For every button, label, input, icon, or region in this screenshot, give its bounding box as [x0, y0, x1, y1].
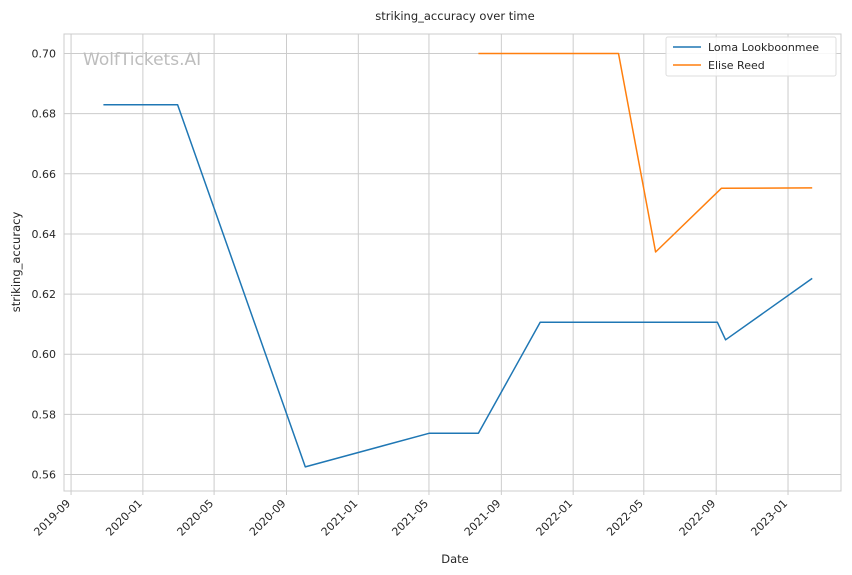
- y-tick-label: 0.60: [32, 348, 57, 361]
- x-tick-label: 2022-05: [604, 497, 646, 539]
- legend: Loma Lookboonmee Elise Reed: [665, 36, 837, 77]
- legend-box: [665, 36, 837, 77]
- legend-label: Elise Reed: [708, 59, 765, 72]
- y-tick-label: 0.66: [32, 168, 57, 181]
- y-tick-label: 0.56: [32, 468, 57, 481]
- x-tick-label: 2021-09: [462, 497, 504, 539]
- series-line-1: [103, 103, 813, 468]
- x-axis: 2019-09 2020-01 2020-05 2020-09 2021-01 2021-…: [31, 491, 790, 539]
- y-tick-label: 0.62: [32, 288, 57, 301]
- y-axis: 0.56 0.58 0.60 0.62 0.64 0.66 0.68 0.70: [32, 48, 57, 482]
- x-axis-title: Date: [441, 552, 469, 566]
- watermark: WolfTickets.AI: [83, 50, 201, 70]
- y-tick-label: 0.68: [32, 108, 57, 121]
- y-axis-title: striking_accuracy: [9, 212, 23, 313]
- y-tick-label: 0.64: [32, 228, 57, 241]
- x-tick-label: 2020-05: [175, 497, 217, 539]
- x-tick-label: 2020-01: [103, 497, 145, 539]
- x-tick-label: 2021-01: [319, 497, 361, 539]
- plot-area: [63, 33, 842, 492]
- grid: [64, 34, 841, 491]
- x-tick-label: 2022-09: [677, 497, 719, 539]
- legend-label: Loma Lookboonmee: [708, 41, 819, 54]
- x-tick-label: 2023-01: [748, 497, 790, 539]
- x-tick-label: 2021-05: [389, 497, 431, 539]
- series-lines: [103, 52, 813, 468]
- x-tick-label: 2020-09: [247, 497, 289, 539]
- x-tick-label: 2019-09: [31, 497, 73, 539]
- chart-title: striking_accuracy over time: [375, 9, 534, 23]
- y-tick-label: 0.70: [32, 48, 57, 61]
- series-line-2: [478, 52, 813, 253]
- x-tick-label: 2022-01: [534, 497, 576, 539]
- y-tick-label: 0.58: [32, 408, 57, 421]
